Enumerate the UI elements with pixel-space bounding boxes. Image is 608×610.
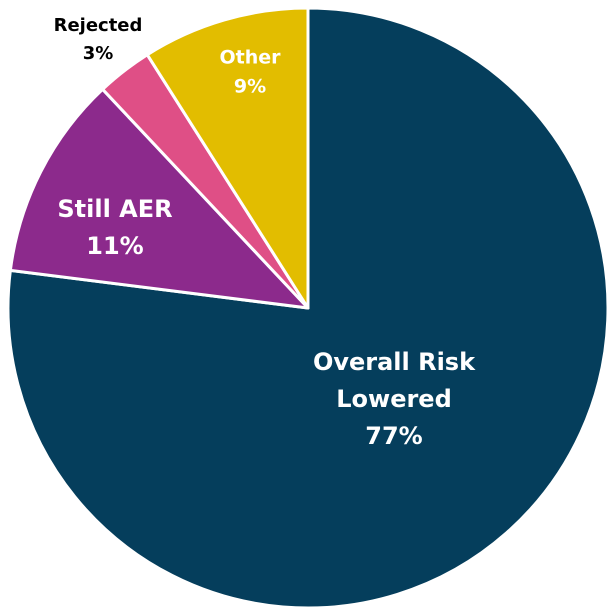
slice-name: Still AER [57, 194, 173, 223]
pie-slice [8, 87, 310, 310]
slice-label: Rejected 3% [33, 12, 163, 68]
pie-slice [145, 6, 310, 310]
slice-label: Other 9% [190, 44, 310, 103]
slice-name: Other [219, 46, 281, 69]
slice-label: Still AER 11% [40, 191, 190, 265]
slice-value: 3% [82, 43, 114, 64]
slice-value: 11% [86, 232, 144, 260]
slice-value: 9% [233, 76, 267, 98]
slice-label: Overall Risk Lowered 77% [309, 344, 479, 456]
slice-value: 77% [365, 422, 423, 451]
slice-name: Overall Risk Lowered [312, 348, 476, 414]
slice-name: Rejected [53, 15, 143, 37]
